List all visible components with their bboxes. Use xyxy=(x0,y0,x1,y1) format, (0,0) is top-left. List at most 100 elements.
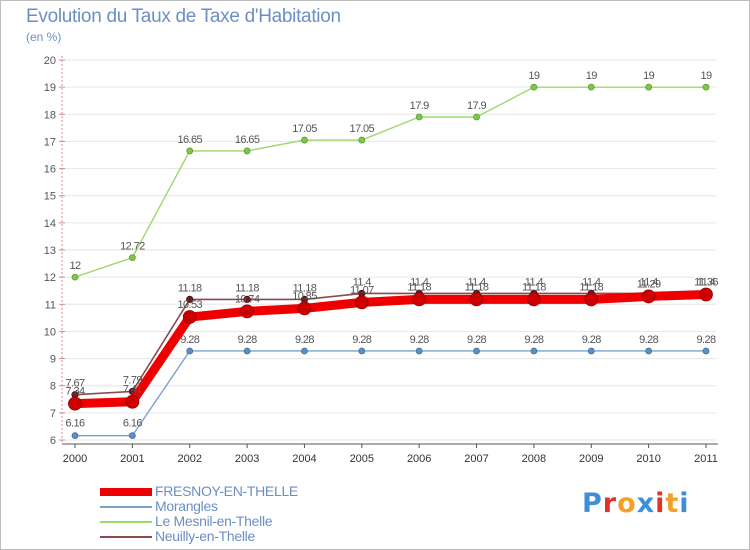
data-label-fresnoy-en-thelle: 10.85 xyxy=(292,290,317,302)
data-point-fresnoy-en-thelle xyxy=(412,292,427,307)
data-label-le-mesnil-en-thelle: 19 xyxy=(586,70,598,82)
logo-letter: i xyxy=(655,488,666,519)
data-label-neuilly-en-thelle: 7.79 xyxy=(123,374,142,386)
data-label-fresnoy-en-thelle: 11.18 xyxy=(407,281,431,293)
data-label-fresnoy-en-thelle: 7.34 xyxy=(65,386,84,398)
y-tick-label: 9 xyxy=(50,354,56,366)
data-point-morangles xyxy=(587,347,595,355)
x-tick-label: 2001 xyxy=(120,453,144,465)
data-label-le-mesnil-en-thelle: 12.72 xyxy=(120,241,145,253)
chart-title: Evolution du Taux de Taxe d'Habitation xyxy=(26,6,341,27)
data-point-le-mesnil-en-thelle xyxy=(358,136,366,144)
legend-label: Neuilly-en-Thelle xyxy=(155,528,255,544)
data-label-morangles: 9.28 xyxy=(295,334,314,346)
x-tick-label: 2004 xyxy=(292,453,316,465)
data-point-fresnoy-en-thelle xyxy=(699,287,713,302)
legend-label: Le Mesnil-en-Thelle xyxy=(155,513,273,529)
data-point-fresnoy-en-thelle xyxy=(584,292,599,307)
data-label-fresnoy-en-thelle: 11.18 xyxy=(465,281,489,293)
x-tick-label: 2007 xyxy=(464,453,488,465)
x-tick-label: 2006 xyxy=(407,453,431,465)
data-point-le-mesnil-en-thelle xyxy=(415,113,423,121)
data-point-neuilly-en-thelle xyxy=(243,295,251,303)
data-point-le-mesnil-en-thelle xyxy=(301,136,308,144)
logo-letter: P xyxy=(582,488,603,519)
y-tick-label: 6 xyxy=(50,435,56,447)
data-label-neuilly-en-thelle: 11.18 xyxy=(235,282,259,294)
data-label-le-mesnil-en-thelle: 19 xyxy=(700,70,712,82)
data-label-morangles: 9.28 xyxy=(180,334,199,346)
data-label-morangles: 9.28 xyxy=(639,334,658,346)
legend-item: Neuilly-en-Thelle xyxy=(100,529,298,544)
legend-swatch xyxy=(100,505,152,508)
data-label-neuilly-en-thelle: 11.18 xyxy=(178,282,202,294)
data-point-fresnoy-en-thelle xyxy=(297,301,312,316)
data-label-fresnoy-en-thelle: 7.41 xyxy=(123,384,142,396)
y-tick-label: 18 xyxy=(44,109,56,121)
data-point-le-mesnil-en-thelle xyxy=(702,83,710,91)
data-label-le-mesnil-en-thelle: 19 xyxy=(528,70,540,82)
data-point-le-mesnil-en-thelle xyxy=(128,254,136,262)
data-label-morangles: 9.28 xyxy=(238,334,257,346)
data-label-fresnoy-en-thelle: 11.18 xyxy=(579,281,603,293)
data-label-le-mesnil-en-thelle: 17.9 xyxy=(467,100,486,112)
y-tick-label: 16 xyxy=(44,164,56,176)
data-label-fresnoy-en-thelle: 10.74 xyxy=(235,293,260,305)
x-tick-label: 2005 xyxy=(350,453,374,465)
logo-letter: o xyxy=(617,488,637,519)
y-tick-label: 10 xyxy=(44,326,56,338)
data-label-morangles: 9.28 xyxy=(524,334,543,346)
data-label-fresnoy-en-thelle: 11.36 xyxy=(694,277,718,289)
data-label-neuilly-en-thelle: 11.4 xyxy=(467,276,486,288)
data-label-morangles: 9.28 xyxy=(467,334,486,346)
data-label-le-mesnil-en-thelle: 17.05 xyxy=(292,123,317,135)
data-point-fresnoy-en-thelle xyxy=(354,295,369,310)
data-point-le-mesnil-en-thelle xyxy=(186,147,194,155)
legend-swatch xyxy=(100,535,152,538)
chart-legend: FRESNOY-EN-THELLE Morangles Le Mesnil-en-T… xyxy=(100,484,298,544)
proxiti-logo: Proxiti xyxy=(582,488,690,519)
logo-letter: t xyxy=(665,488,680,519)
y-tick-label: 8 xyxy=(50,381,56,393)
data-label-neuilly-en-thelle: 11.4 xyxy=(582,276,601,288)
data-point-morangles xyxy=(243,347,251,355)
series-line-fresnoy-en-thelle xyxy=(70,290,711,409)
y-tick-label: 19 xyxy=(44,82,56,94)
y-tick-label: 11 xyxy=(45,299,56,311)
x-tick-label: 2009 xyxy=(579,453,603,465)
data-label-morangles: 6.16 xyxy=(65,418,84,430)
series-line-le-mesnil-en-thelle xyxy=(74,86,707,278)
data-point-fresnoy-en-thelle xyxy=(68,396,82,411)
data-point-morangles xyxy=(301,347,308,355)
data-point-morangles xyxy=(702,347,710,355)
data-label-neuilly-en-thelle: 11.18 xyxy=(293,282,317,294)
data-label-le-mesnil-en-thelle: 17.05 xyxy=(350,123,375,135)
data-label-neuilly-en-thelle: 11.4 xyxy=(410,276,429,288)
data-point-le-mesnil-en-thelle xyxy=(243,147,251,155)
data-label-morangles: 9.28 xyxy=(696,334,715,346)
logo-letter: x xyxy=(636,488,656,519)
legend-item: Le Mesnil-en-Thelle xyxy=(100,514,298,529)
data-label-le-mesnil-en-thelle: 17.9 xyxy=(410,100,429,112)
data-label-neuilly-en-thelle: 11.4 xyxy=(525,276,544,288)
data-point-fresnoy-en-thelle xyxy=(527,292,541,307)
data-point-morangles xyxy=(473,347,480,355)
data-point-morangles xyxy=(415,347,423,355)
data-point-morangles xyxy=(645,347,653,355)
logo-letter: r xyxy=(602,488,618,519)
y-tick-label: 13 xyxy=(44,245,56,257)
data-label-fresnoy-en-thelle: 11.18 xyxy=(522,281,546,293)
data-label-le-mesnil-en-thelle: 16.65 xyxy=(235,134,260,146)
data-label-neuilly-en-thelle: 11.4 xyxy=(640,276,659,288)
data-label-fresnoy-en-thelle: 10.53 xyxy=(177,299,202,311)
y-tick-label: 15 xyxy=(44,191,56,203)
data-label-fresnoy-en-thelle: 11.29 xyxy=(637,278,661,290)
data-label-le-mesnil-en-thelle: 19 xyxy=(643,70,655,82)
data-point-morangles xyxy=(358,347,366,355)
x-tick-label: 2008 xyxy=(522,453,546,465)
series-line-morangles xyxy=(74,350,707,437)
y-tick-label: 7 xyxy=(50,408,56,420)
data-label-le-mesnil-en-thelle: 12 xyxy=(69,260,81,272)
legend-swatch xyxy=(100,487,152,496)
